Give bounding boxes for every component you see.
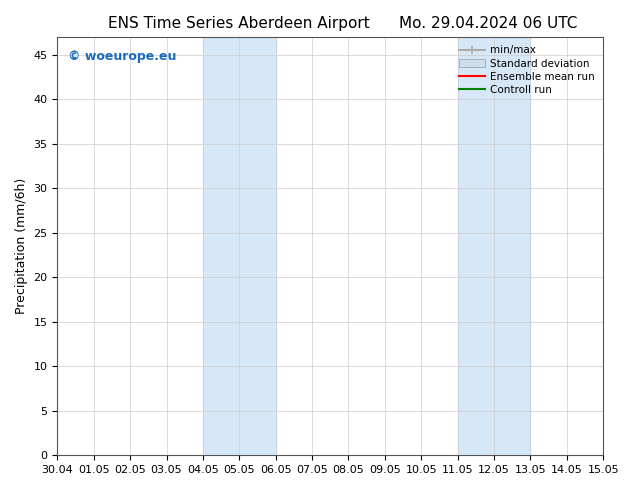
Bar (458, 37, 531, 455)
Legend: min/max, Standard deviation, Ensemble mean run, Controll run: min/max, Standard deviation, Ensemble me… (456, 42, 598, 98)
Text: ENS Time Series Aberdeen Airport: ENS Time Series Aberdeen Airport (108, 16, 370, 31)
Y-axis label: Precipitation (mm/6h): Precipitation (mm/6h) (15, 178, 28, 314)
Text: © woeurope.eu: © woeurope.eu (68, 49, 177, 63)
Bar (203, 37, 276, 455)
Text: Mo. 29.04.2024 06 UTC: Mo. 29.04.2024 06 UTC (399, 16, 578, 31)
